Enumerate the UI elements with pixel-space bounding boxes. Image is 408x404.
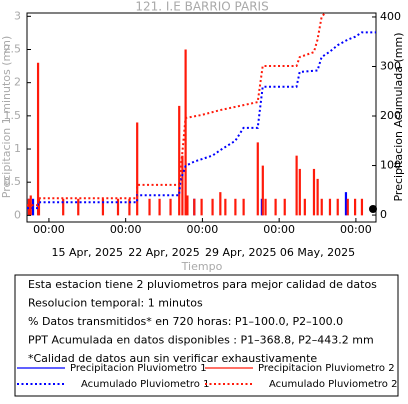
y-tick-label: 2: [14, 76, 21, 89]
x-tick-label: 00:00: [340, 223, 372, 236]
bar: [62, 198, 65, 216]
bar: [360, 198, 364, 216]
y2-tick-label: 300: [380, 59, 401, 72]
bar: [31, 198, 35, 216]
bar: [264, 198, 267, 216]
y-tick-label: 1: [14, 142, 21, 155]
y2-tick-label: 100: [380, 159, 401, 172]
bar: [37, 198, 41, 216]
bar: [224, 198, 227, 216]
bar: [136, 122, 139, 216]
bar: [29, 195, 32, 216]
y-tick-label: 1.5: [4, 109, 22, 122]
x-tick-label: 00:00: [263, 223, 295, 236]
bar: [234, 198, 237, 216]
y-tick-label: 0: [14, 208, 21, 221]
bar: [219, 192, 222, 216]
bar: [128, 198, 131, 216]
info-text: % Datos transmitidos* en 720 horas: P1–1…: [28, 315, 343, 328]
bar: [148, 198, 151, 216]
bar: [36, 62, 40, 216]
plot-area: [27, 13, 376, 216]
x-tick-label: 00:00: [110, 223, 142, 236]
bar: [261, 165, 264, 216]
bar: [169, 198, 172, 216]
info-text: *Calidad de datos aun sin verificar exha…: [28, 352, 317, 365]
info-text: Resolucion temporal: 1 minutos: [28, 297, 203, 310]
bar: [336, 198, 339, 216]
y-tick-label: 2.5: [4, 42, 22, 55]
bar: [274, 198, 277, 216]
bar: [181, 155, 184, 216]
plot-frame: [26, 12, 377, 223]
bar: [193, 198, 196, 216]
bar: [316, 178, 319, 216]
y2-tick-label: 200: [380, 109, 401, 122]
x-tick-label: 00:00: [33, 223, 65, 236]
bar: [353, 198, 357, 216]
info-text: PPT Acumulada en datos disponibles : P1–…: [28, 334, 374, 347]
info-box: [14, 274, 399, 397]
bar: [328, 198, 332, 216]
cumulative-line: [27, 13, 327, 207]
x-tick-label: 00:00: [187, 223, 219, 236]
bar: [298, 168, 301, 216]
y-axis-label: Precipitacion 1 minutos (mm): [0, 36, 13, 198]
legend-label: Acumulado Pluviometro 2: [269, 379, 397, 390]
marker-dot: [369, 205, 377, 213]
y2-tick-label: 400: [380, 10, 401, 23]
legend-label: Precipitacion Pluviometro 1: [70, 363, 207, 374]
bar: [211, 198, 214, 216]
y-tick-label: 3: [14, 9, 21, 22]
x-date-label: 29 Apr, 2025: [205, 246, 277, 259]
bar: [186, 195, 189, 216]
bar: [200, 198, 203, 216]
bar: [77, 198, 80, 216]
legend-label: Acumulado Pluviometro 1: [81, 379, 209, 390]
bar: [242, 198, 245, 216]
legend-label: Precipitacion Pluviometro 2: [258, 363, 395, 374]
x-date-label: 22 Apr, 2025: [128, 246, 200, 259]
bar: [346, 198, 349, 216]
y2-tick-label: 0: [380, 208, 387, 221]
x-date-label: 06 May, 2025: [280, 246, 355, 259]
bar: [158, 198, 161, 216]
x-axis-label: Tiempo: [181, 260, 223, 273]
bar: [116, 198, 120, 216]
bar: [312, 168, 316, 216]
y2-axis-label: Precipitacion Acumulada (mm): [392, 32, 405, 201]
bar: [184, 49, 187, 216]
bar: [27, 198, 31, 216]
info-text: Esta estacion tiene 2 pluviometros para …: [28, 278, 377, 291]
y-tick-label: 0.5: [4, 175, 22, 188]
x-date-label: 15 Apr, 2025: [52, 246, 124, 259]
chart-title: 121. I.E BARRIO PARIS: [135, 0, 268, 14]
cumulative-line: [27, 31, 376, 210]
bar: [303, 198, 306, 216]
bar: [344, 192, 348, 216]
bar: [295, 155, 298, 216]
bar: [178, 105, 181, 216]
bar: [101, 198, 105, 216]
bar: [256, 142, 259, 216]
bar: [283, 198, 286, 216]
bar: [320, 198, 323, 216]
